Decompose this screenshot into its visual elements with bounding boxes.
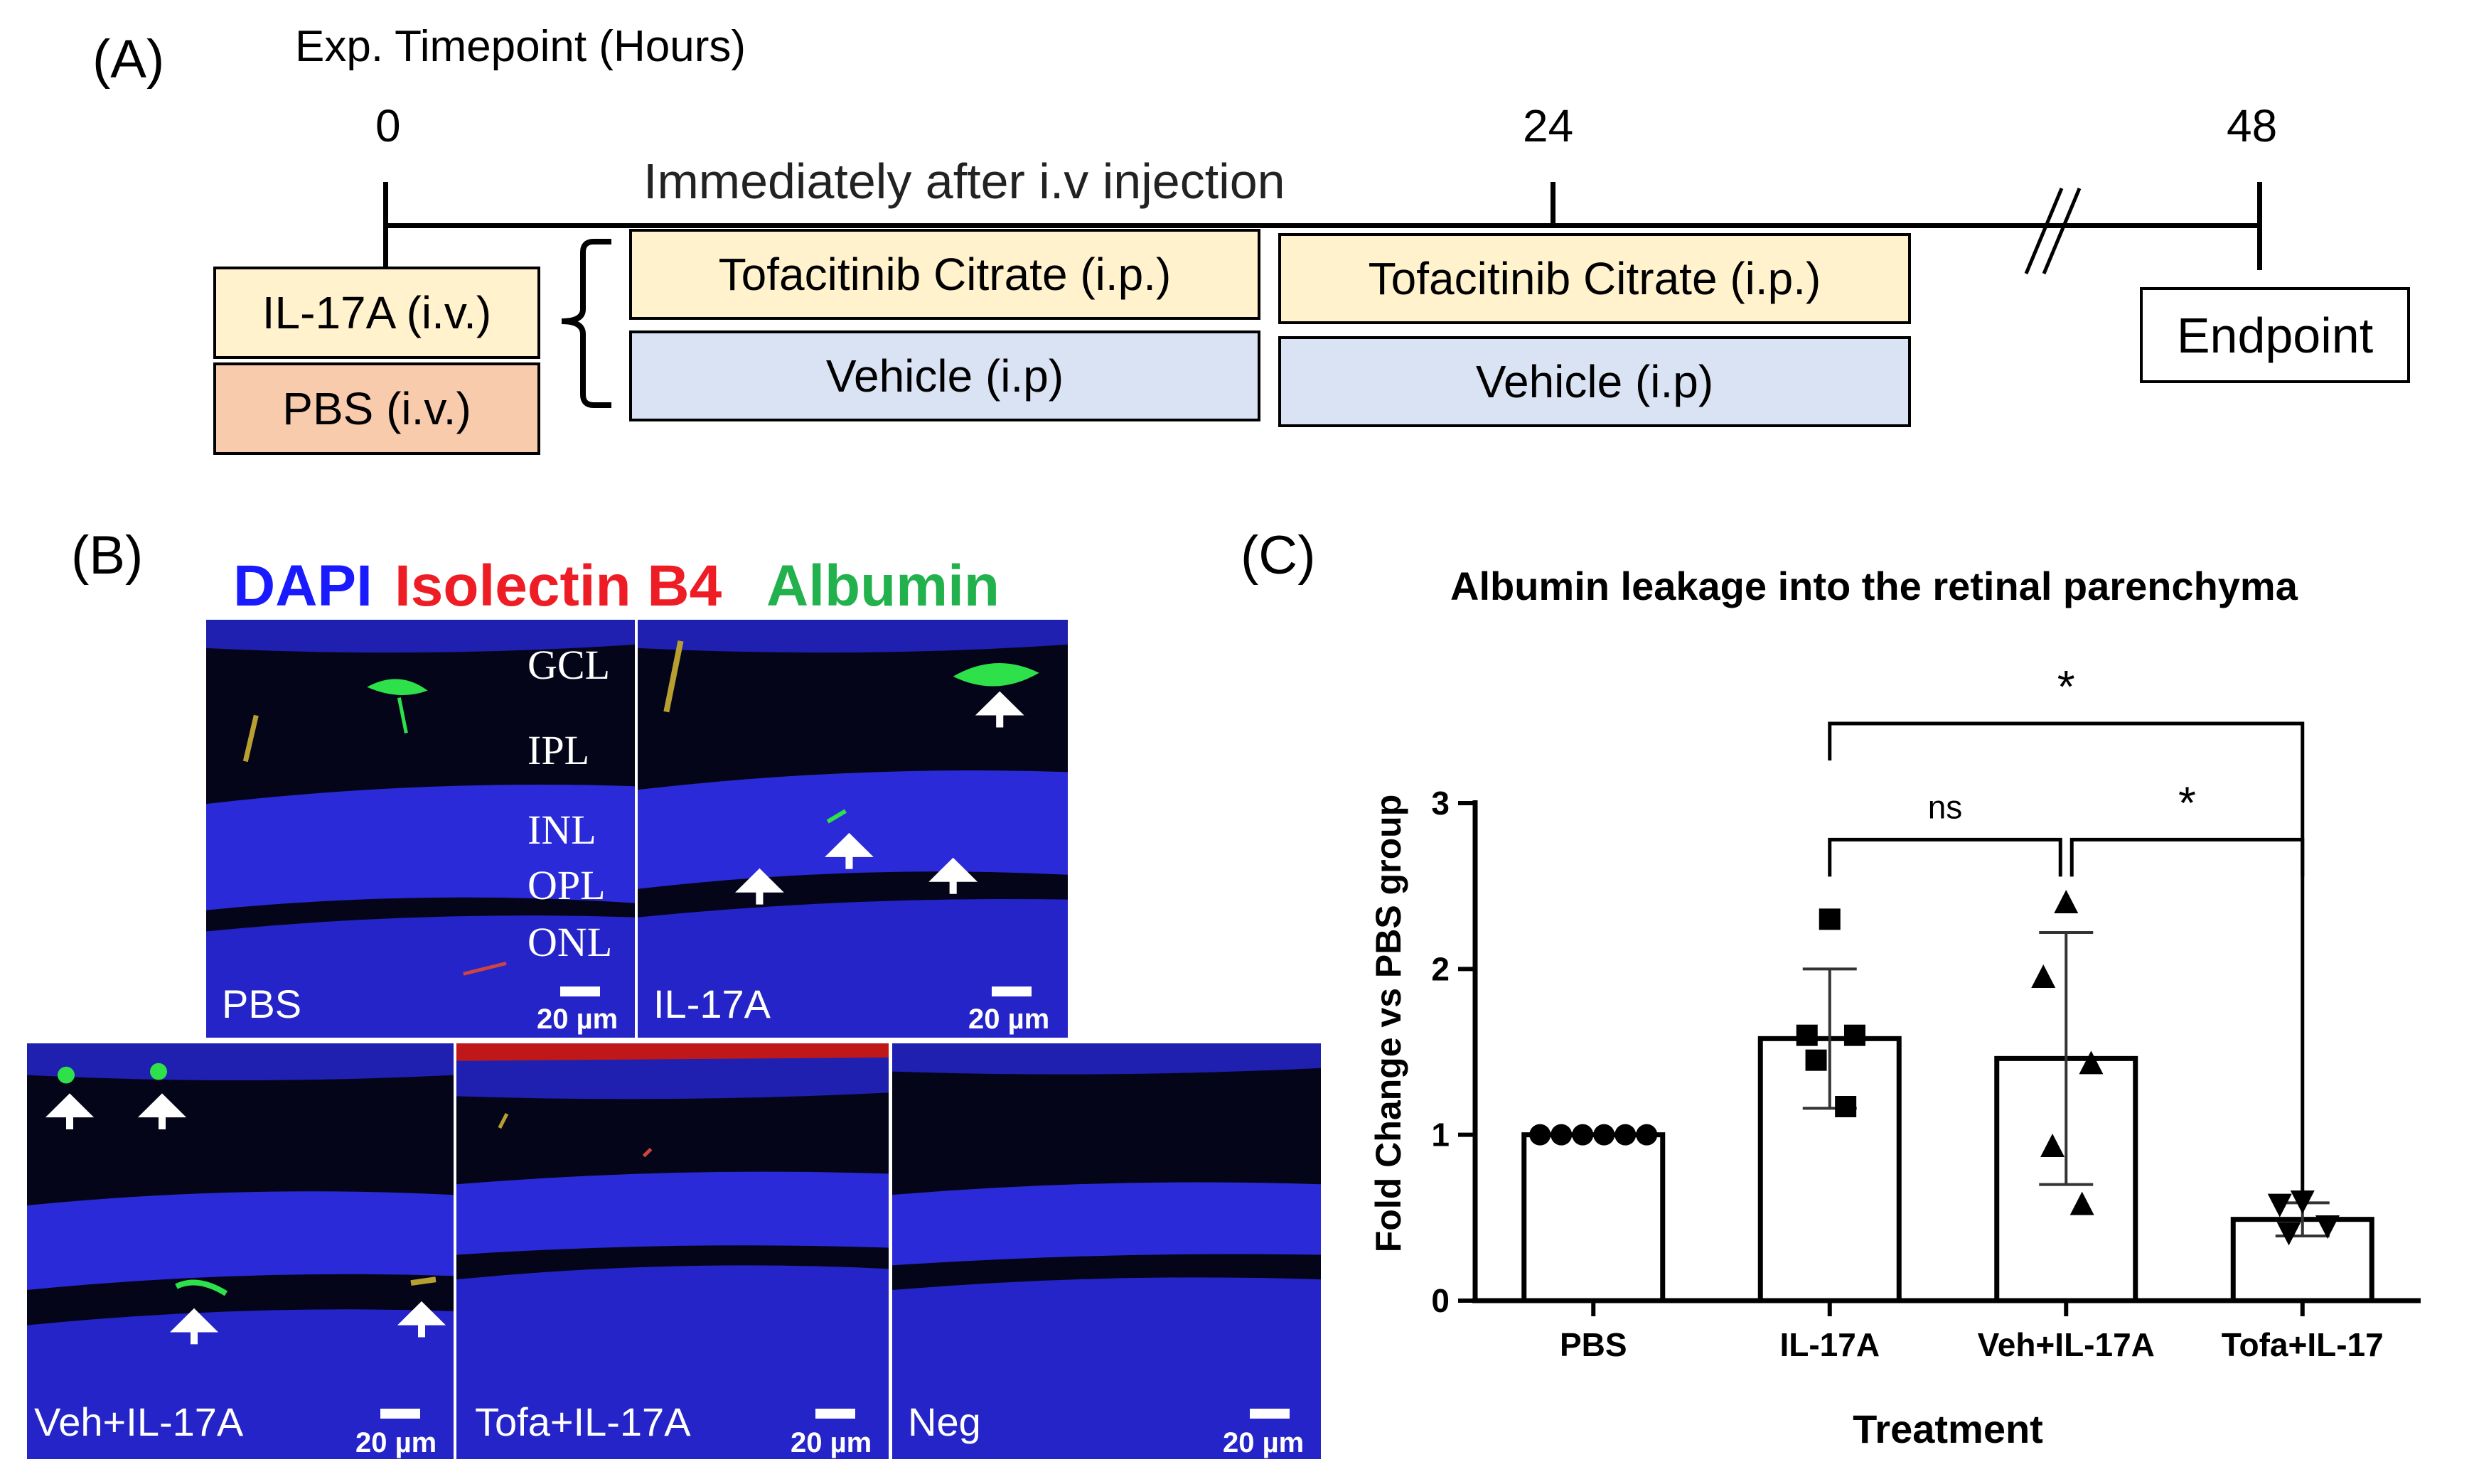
image-label: Neg [908,1399,981,1444]
scale-label: 20 µm [791,1427,872,1458]
data-point [1843,1024,1865,1046]
tick-label-0: 0 [375,100,401,151]
x-axis-label: Treatment [1853,1407,2043,1451]
data-point [2290,1190,2315,1214]
data-point [1593,1124,1615,1146]
pbs-iv-box: PBS (i.v.) [213,362,540,455]
micrograph-tofa-il17a: Tofa+IL-17A 20 µm [456,1043,889,1459]
bar-chart: 0 1 2 3 PBS IL-17A Veh+IL-17A Tofa+IL-17 ns * * F… [1369,661,2421,1451]
layer-gcl: GCL [528,642,610,688]
data-point [2267,1193,2292,1217]
significance-label: * [2057,661,2075,712]
y-tick-label: 1 [1431,1117,1450,1154]
scale-bar [560,986,600,996]
tick-label-24: 24 [1523,100,1574,151]
micrograph-il17a: IL-17A 20 µm [638,620,1068,1038]
image-label: Veh+IL-17A [34,1399,244,1444]
timeline-break-mark [2024,188,2082,274]
data-point [1529,1124,1551,1146]
micrograph-neg: Neg 20 µm [892,1043,1321,1459]
image-label: PBS [222,982,302,1026]
layer-onl: ONL [528,919,613,965]
x-tick-label: Veh+IL-17A [1978,1326,2155,1363]
vehicle-box-2: Vehicle (i.p) [1278,336,1911,427]
x-tick-label: IL-17A [1779,1326,1880,1363]
data-point [2040,1134,2065,1157]
bar [1521,1132,1666,1303]
data-point [2031,964,2056,988]
data-point [1551,1124,1573,1146]
significance-label: ns [1928,788,1963,825]
significance-bracket [2069,837,2305,877]
data-point [1835,1096,1857,1117]
endpoint-box: Endpoint [2140,287,2410,383]
significance-bracket [1828,721,2305,1198]
scale-label: 20 µm [1223,1427,1305,1458]
panel-b-letter: (B) [71,525,144,586]
timeline-axis [385,223,2260,228]
timeline-tick-48 [2257,182,2262,270]
image-label: Tofa+IL-17A [475,1399,691,1444]
y-tick-label: 3 [1431,785,1450,822]
y-axis-label: Fold Change vs PBS group [1369,795,1408,1252]
scale-bar [992,986,1032,996]
tofa-box-2: Tofacitinib Citrate (i.p.) [1278,233,1911,324]
x-tick-label: Tofa+IL-17 [2222,1326,2384,1363]
micrograph-pbs: GCL IPL INL OPL ONL PBS 20 µm [206,620,635,1038]
timeline-tick-0 [383,182,388,267]
micrograph-veh-il17a: Veh+IL-17A 20 µm [27,1043,454,1459]
y-tick-label: 0 [1431,1282,1450,1319]
timeline-title: Exp. Timepoint (Hours) [295,22,746,71]
group-brace [561,239,611,408]
x-tick-label: PBS [1560,1326,1627,1363]
scale-label: 20 µm [968,1004,1050,1035]
data-point [1614,1124,1637,1146]
data-point [1796,1024,1818,1046]
data-point [2069,1191,2094,1215]
scale-bar [1250,1409,1290,1419]
tick-label-48: 48 [2227,100,2278,151]
data-point [2079,1050,2104,1075]
timeline-tick-24 [1551,182,1555,226]
significance-bracket [1828,837,2062,877]
stain-isolectin: Isolectin B4 [395,554,722,618]
chart-title: Albumin leakage into the retinal parench… [1450,564,2298,608]
data-point [1819,908,1841,930]
data-point [1636,1124,1658,1146]
vehicle-box-1: Vehicle (i.p) [629,330,1260,421]
tofa-box-1: Tofacitinib Citrate (i.p.) [629,229,1260,320]
significance-label: * [2178,777,2196,828]
data-point [2054,890,2079,913]
data-point [1805,1049,1827,1071]
scale-bar [815,1409,855,1419]
data-point [2276,1222,2301,1246]
stain-dapi: DAPI [233,554,373,618]
scale-label: 20 µm [355,1427,437,1458]
scale-bar [380,1409,420,1419]
layer-inl: INL [528,807,596,853]
data-point [1572,1124,1594,1146]
timeline-note: Immediately after i.v injection [643,154,1285,209]
y-tick-label: 2 [1431,950,1450,987]
scale-label: 20 µm [537,1004,618,1035]
stain-albumin: Albumin [766,554,1000,618]
image-label: IL-17A [653,982,771,1026]
panel-a-letter: (A) [92,29,165,90]
panel-c-letter: (C) [1241,525,1316,586]
layer-opl: OPL [528,862,606,908]
il17a-iv-box: IL-17A (i.v.) [213,267,540,359]
data-point [2315,1215,2340,1239]
layer-ipl: IPL [528,727,589,773]
